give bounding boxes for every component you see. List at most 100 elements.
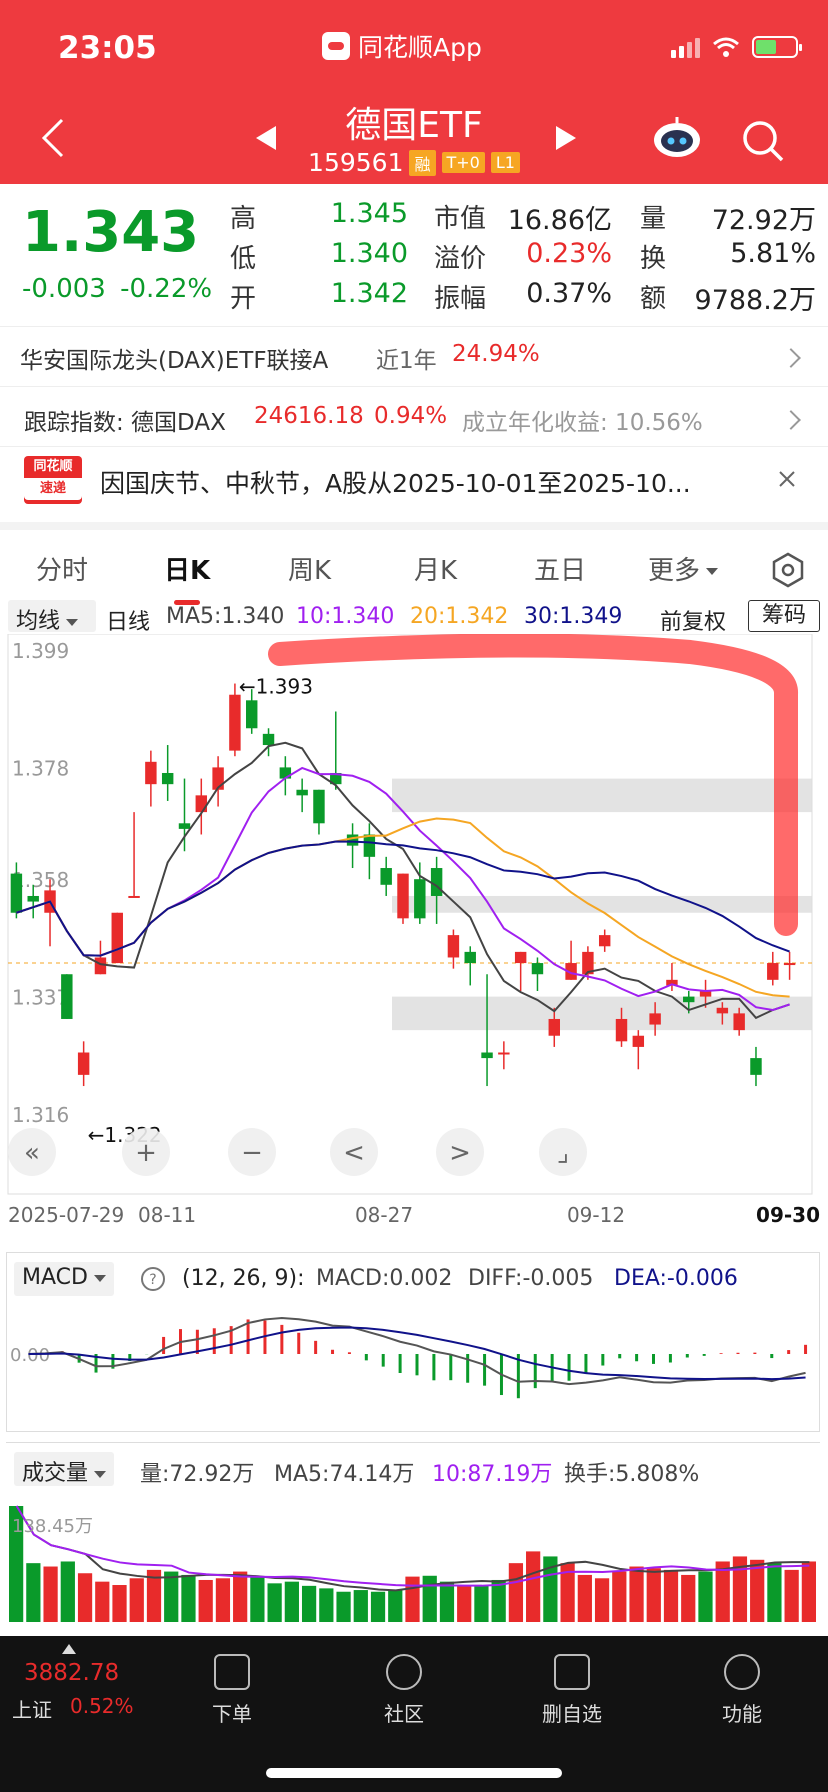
notice-row[interactable] — [0, 446, 828, 516]
volume-bar — [629, 1566, 644, 1622]
volume-bar — [715, 1561, 730, 1622]
back-button[interactable] — [40, 118, 66, 158]
volume-bar — [370, 1591, 386, 1622]
nav-community[interactable]: 社区 — [344, 1648, 464, 1727]
high-price-label: ←1.393 — [239, 675, 313, 699]
volume-turnover: 换手:5.808% — [564, 1462, 700, 1487]
app-name-label: 同花顺App — [358, 33, 482, 62]
tab-intraday[interactable]: 分时 — [36, 556, 89, 586]
tab-five-day[interactable]: 五日 — [534, 556, 587, 586]
linked-fund-row[interactable]: 华安国际龙头(DAX)ETF联接A 近1年 24.94% — [0, 326, 828, 386]
volume-ma10: 10:87.19万 — [432, 1462, 553, 1487]
field-label-amount: 额 — [640, 284, 667, 314]
x-tick-label: 08-11 — [138, 1203, 196, 1224]
tab-weekly-k[interactable]: 周K — [288, 556, 332, 586]
ma-legend-row: 均线 日线 MA5:1.340 10:1.340 20:1.342 30:1.3… — [0, 600, 828, 635]
volume-bar — [698, 1571, 713, 1622]
nav-remove-watchlist[interactable]: 删自选 — [512, 1648, 632, 1727]
nav-functions[interactable]: 功能 — [682, 1648, 802, 1727]
candle-body — [783, 963, 796, 966]
header-bar: 23:05 同花顺App 德国ETF 159561 融 T+0 — [0, 0, 828, 184]
caret-down-icon — [94, 1470, 107, 1478]
volume-bar — [612, 1571, 627, 1622]
search-icon[interactable] — [740, 118, 786, 164]
candle-body — [548, 1018, 560, 1036]
macd-panel — [6, 1252, 820, 1432]
candle-body — [397, 873, 409, 919]
index-value[interactable]: 3882.78 — [24, 1660, 120, 1686]
diff-line — [28, 1316, 806, 1386]
candle-body — [346, 834, 359, 846]
candle-body — [447, 935, 460, 958]
chart-control-button[interactable]: − — [228, 1128, 276, 1176]
volume-max-label: 138.45万 — [12, 1516, 93, 1537]
volume-bar — [181, 1574, 196, 1622]
candle-body — [565, 963, 577, 980]
close-icon[interactable] — [778, 470, 796, 488]
volume-ma5: MA5:74.14万 — [274, 1462, 415, 1487]
volume-bar — [801, 1561, 816, 1622]
chart-control-button[interactable]: > — [436, 1128, 484, 1176]
tab-monthly-k[interactable]: 月K — [414, 556, 458, 586]
tracking-index-value: 24616.18 — [254, 403, 364, 429]
field-value-open: 1.342 — [330, 278, 408, 309]
price-change: -0.003 -0.22% — [22, 274, 212, 304]
candle-body — [229, 694, 241, 751]
candle-body — [699, 991, 712, 997]
volume-bar — [95, 1581, 110, 1622]
tab-daily-k[interactable]: 日K — [164, 556, 211, 586]
volume-bar — [560, 1563, 575, 1622]
volume-bar — [26, 1563, 41, 1622]
next-stock-arrow[interactable] — [554, 124, 578, 152]
indicator-select[interactable]: 均线 — [8, 600, 96, 634]
volume-bar — [146, 1569, 162, 1622]
chart-control-glyph: ⌟ — [557, 1138, 569, 1168]
field-value-premium: 0.23% — [526, 238, 612, 269]
ma30-value: 30:1.349 — [524, 604, 623, 629]
caret-down-icon — [66, 618, 79, 626]
settings-hexagon-icon[interactable] — [770, 552, 806, 588]
candle-body — [61, 974, 73, 1019]
tracking-index-row[interactable]: 跟踪指数: 德国DAX 24616.18 0.94% 成立年化收益: 10.56… — [0, 386, 828, 446]
period-label: 日线 — [106, 610, 151, 635]
candle-body — [464, 951, 476, 964]
candle-body — [279, 767, 292, 779]
prev-stock-arrow[interactable] — [254, 124, 278, 152]
candle-body — [77, 1052, 90, 1075]
ma5-line — [16, 741, 790, 1020]
x-tick-label: 09-30 — [756, 1203, 820, 1224]
ma30-line — [16, 840, 790, 957]
volume-bar — [129, 1578, 144, 1622]
field-value-high: 1.345 — [330, 198, 408, 229]
candle-body — [178, 823, 191, 829]
candle-body — [296, 789, 308, 796]
stock-title: 德国ETF — [345, 105, 483, 146]
field-label-high: 高 — [230, 204, 257, 234]
candle-body — [615, 1018, 628, 1042]
status-app-name: 同花顺App — [322, 28, 482, 64]
candle-body — [598, 935, 611, 947]
chart-control-button[interactable]: « — [8, 1128, 56, 1176]
robot-assistant-icon[interactable] — [652, 114, 702, 158]
macd-select[interactable]: MACD — [14, 1262, 114, 1296]
volume-bar — [543, 1556, 558, 1622]
stock-code: 159561 — [308, 148, 404, 177]
adjust-mode[interactable]: 前复权 — [660, 610, 727, 635]
help-icon[interactable]: ? — [140, 1266, 166, 1292]
chart-control-button[interactable]: + — [122, 1128, 170, 1176]
stock-code-line: 159561 融 T+0 L1 — [0, 148, 828, 177]
chart-control-circle — [8, 1128, 56, 1176]
nav-order[interactable]: 下单 — [172, 1648, 292, 1727]
tab-more[interactable]: 更多 — [648, 550, 719, 587]
candle-body — [750, 1058, 762, 1075]
volume-bar — [250, 1576, 265, 1622]
nav-community-label: 社区 — [384, 1702, 424, 1726]
chips-button[interactable]: 筹码 — [748, 600, 820, 632]
field-value-volume: 72.92万 — [711, 205, 816, 236]
remove-watchlist-icon — [554, 1654, 590, 1690]
bottom-nav: 3882.78 上证 0.52% 下单 社区 删自选 功能 — [0, 1636, 828, 1792]
chart-control-button[interactable]: < — [330, 1128, 378, 1176]
volume-select[interactable]: 成交量 — [14, 1452, 115, 1486]
chart-control-button[interactable]: ⌟ — [539, 1128, 587, 1176]
